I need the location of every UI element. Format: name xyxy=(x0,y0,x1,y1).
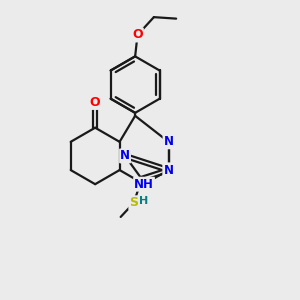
Text: N: N xyxy=(164,164,173,177)
Text: N: N xyxy=(120,149,130,162)
Text: NH: NH xyxy=(134,178,154,191)
Text: O: O xyxy=(90,96,101,109)
Text: N: N xyxy=(164,164,173,177)
Text: S: S xyxy=(129,196,138,209)
Text: H: H xyxy=(140,196,149,206)
Text: N: N xyxy=(164,135,173,148)
Text: O: O xyxy=(132,28,143,41)
